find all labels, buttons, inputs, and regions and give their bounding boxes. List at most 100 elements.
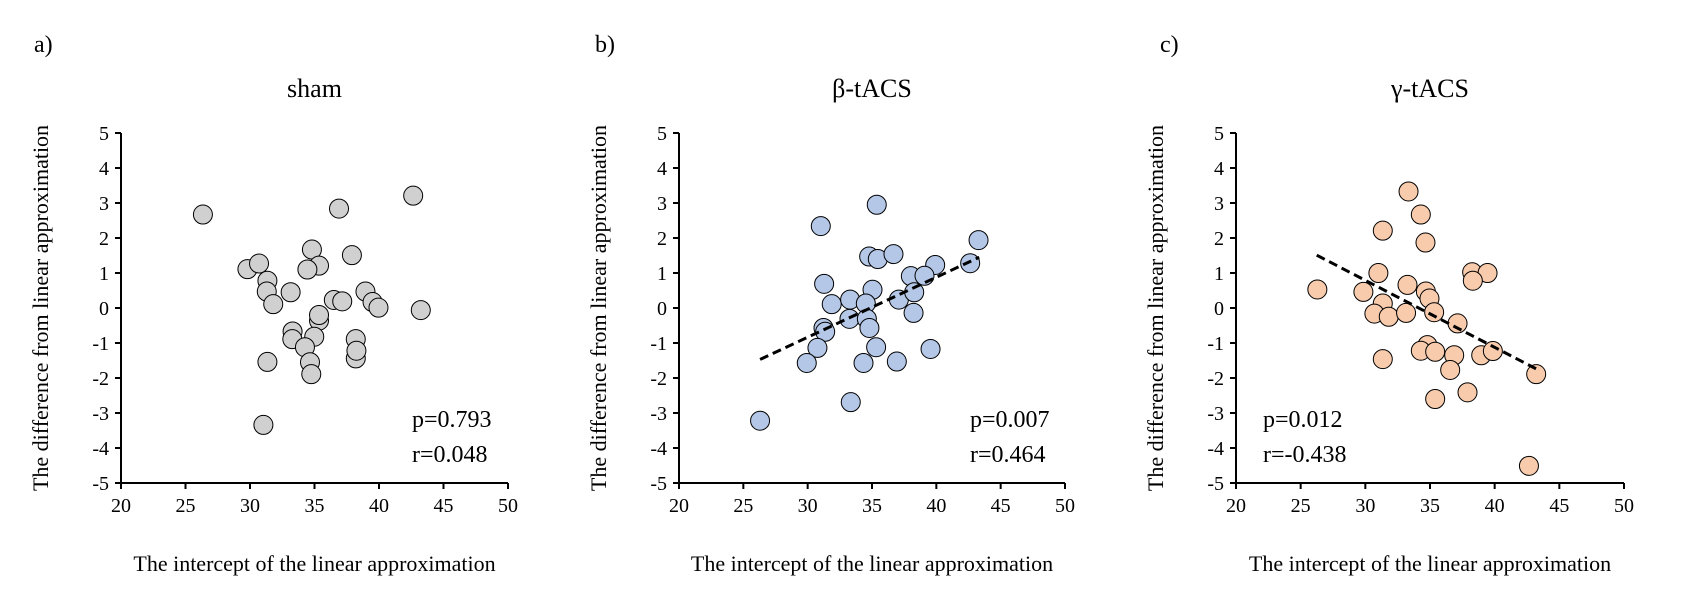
data-point [253, 414, 274, 435]
y-tick-label: -3 [650, 403, 667, 425]
data-point [866, 194, 887, 215]
data-point [301, 364, 322, 385]
y-tick-label: -5 [650, 473, 667, 495]
data-point [263, 294, 284, 315]
data-point [853, 352, 874, 373]
x-tick-label: 35 [305, 495, 325, 517]
data-point [859, 317, 880, 338]
x-tick-label: 20 [1226, 495, 1246, 517]
y-tick-label: -3 [1207, 403, 1224, 425]
data-point [297, 259, 318, 280]
x-tick-label: 35 [862, 495, 882, 517]
panel-label: b) [595, 32, 615, 58]
y-tick-label: 5 [1214, 123, 1224, 145]
data-point [814, 273, 835, 294]
data-point [1307, 279, 1328, 300]
y-tick-label: 0 [657, 298, 667, 320]
data-point [1410, 204, 1431, 225]
x-tick-label: 20 [111, 495, 131, 517]
data-point [821, 294, 842, 315]
x-tick-label: 45 [434, 495, 454, 517]
y-tick-label: 4 [1214, 158, 1224, 180]
x-tick-label: 30 [1355, 495, 1375, 517]
y-tick-label: 5 [99, 123, 109, 145]
data-point [1440, 359, 1461, 380]
data-point [883, 244, 904, 265]
x-axis-label: The intercept of the linear approximatio… [133, 551, 495, 576]
data-point [346, 340, 367, 361]
x-tick-label: 35 [1420, 495, 1440, 517]
x-tick-label: 30 [798, 495, 818, 517]
y-tick-label: -5 [1207, 473, 1224, 495]
data-point [810, 216, 831, 237]
data-point [1372, 220, 1393, 241]
x-tick-label: 40 [926, 495, 946, 517]
y-tick-label: 2 [657, 228, 667, 250]
y-tick-label: -1 [1207, 333, 1224, 355]
data-point [968, 230, 989, 251]
panel-label: c) [1160, 32, 1179, 58]
x-tick-label: 40 [1485, 495, 1505, 517]
x-tick-label: 45 [991, 495, 1011, 517]
x-axis-label: The intercept of the linear approximatio… [691, 551, 1053, 576]
data-point [1415, 232, 1436, 253]
scatter-panel-3: c) γ-tACS 20 25 30 35 40 45 50 5 4 3 2 1 0 -1 -2 -3 -4 -5 Th… [1143, 32, 1634, 576]
scatter-panel-2: b) β-tACS 20 25 30 35 40 45 50 5 4 3 2 1 0 -1 -2 -3 -4 -5 Th… [586, 32, 1075, 576]
y-tick-label: 0 [1214, 298, 1224, 320]
y-tick-label: 4 [657, 158, 667, 180]
y-tick-label: -5 [92, 473, 109, 495]
data-point [920, 338, 941, 359]
data-point [249, 253, 270, 274]
y-tick-label: 1 [657, 263, 667, 285]
trend-line [759, 255, 980, 361]
y-tick-label: 3 [657, 193, 667, 215]
data-point [341, 245, 362, 266]
data-point [1447, 313, 1468, 334]
data-point [750, 410, 771, 431]
x-tick-label: 25 [733, 495, 753, 517]
y-tick-label: 2 [99, 228, 109, 250]
data-point [332, 291, 353, 312]
data-point [257, 351, 278, 372]
data-point [1526, 364, 1547, 385]
scatter-panel-1: a) sham 20 25 30 35 40 45 50 5 4 3 2 1 0 -1 -2 -3 -4 -5 The … [28, 32, 518, 576]
x-tick-label: 50 [1055, 495, 1075, 517]
data-point [1398, 181, 1419, 202]
data-point [368, 297, 389, 318]
data-point [1372, 349, 1393, 370]
data-point [903, 302, 924, 323]
data-point [280, 282, 301, 303]
data-point [886, 351, 907, 372]
data-point [329, 198, 350, 219]
p-value-label: p=0.012 [1263, 407, 1343, 433]
r-value-label: r=0.464 [970, 442, 1046, 468]
data-point [914, 265, 935, 286]
data-point [1482, 341, 1503, 362]
data-point [1424, 302, 1445, 323]
data-point [1457, 382, 1478, 403]
chart-title: β-tACS [832, 74, 912, 103]
p-value-label: p=0.793 [412, 407, 492, 433]
x-axis-label: The intercept of the linear approximatio… [1249, 551, 1611, 576]
y-tick-label: 3 [1214, 193, 1224, 215]
y-axis-label: The difference from linear approximation [1143, 125, 1168, 491]
data-point [1462, 270, 1483, 291]
data-point [796, 352, 817, 373]
data-point [1425, 341, 1446, 362]
y-tick-label: 3 [99, 193, 109, 215]
data-point [1425, 389, 1446, 409]
x-tick-label: 30 [240, 495, 260, 517]
y-tick-label: -4 [92, 438, 109, 460]
y-axis-label: The difference from linear approximation [586, 125, 611, 491]
y-tick-label: 1 [1214, 263, 1224, 285]
y-tick-label: -2 [1207, 368, 1224, 390]
data-point [1353, 281, 1374, 302]
y-tick-label: 5 [657, 123, 667, 145]
y-tick-label: -3 [92, 403, 109, 425]
data-point [866, 337, 887, 358]
panel-label: a) [34, 32, 53, 58]
chart-title: γ-tACS [1390, 74, 1469, 103]
y-tick-label: -4 [650, 438, 667, 460]
data-point [192, 204, 213, 225]
